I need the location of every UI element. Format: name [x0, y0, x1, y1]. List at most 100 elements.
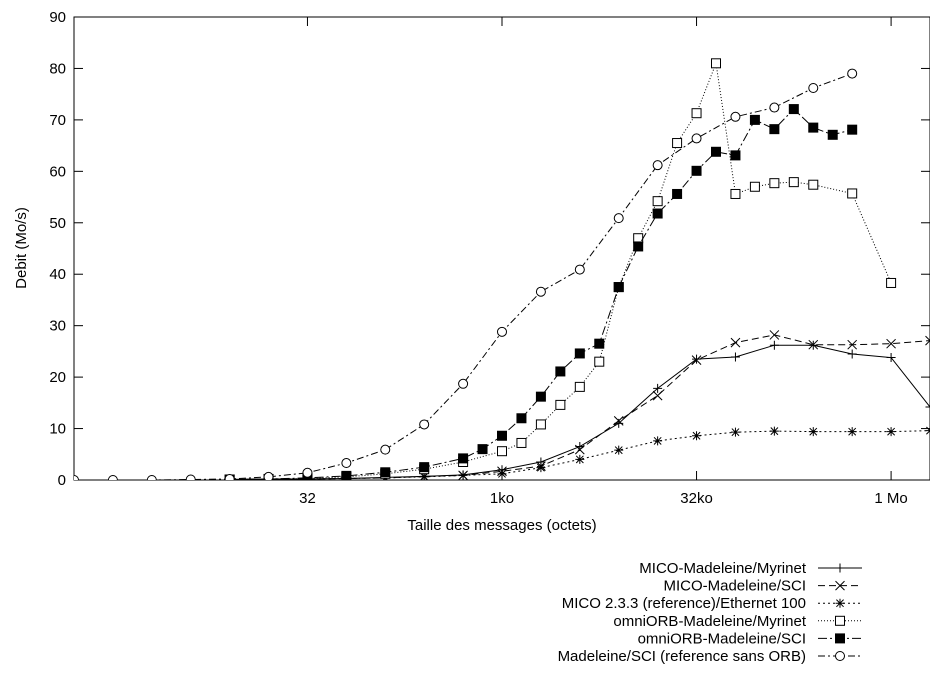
y-tick-label: 20: [49, 369, 66, 386]
y-axis: 0 10 20 30 40 50 60 70 80 90: [49, 9, 930, 489]
data-point: [692, 431, 702, 441]
data-point: [711, 146, 722, 157]
data-point: [788, 104, 799, 115]
data-point: [835, 580, 845, 591]
data-point: [925, 335, 930, 346]
data-point: [730, 111, 741, 122]
data-point: [146, 475, 157, 480]
legend-item: MICO 2.3.3 (reference)/Ethernet 100: [562, 595, 862, 612]
y-axis-label: Debit (Mo/s): [13, 207, 30, 289]
data-point: [574, 348, 585, 359]
data-point: [691, 355, 702, 365]
data-point: [769, 124, 780, 135]
data-point: [769, 102, 780, 113]
y-tick-label: 50: [49, 215, 66, 232]
legend-item: Madeleine/SCI (reference sans ORB): [558, 648, 862, 665]
data-point: [847, 339, 858, 350]
x-tick-label: 1ko: [490, 490, 514, 507]
legend-label: omniORB-Madeleine/SCI: [638, 630, 806, 647]
series-1: [225, 340, 930, 480]
data-point: [730, 150, 741, 161]
data-point: [691, 108, 702, 119]
data-point: [535, 419, 546, 430]
data-point: [769, 340, 779, 350]
series-6: [74, 68, 858, 480]
y-tick-label: 70: [49, 112, 66, 129]
data-point: [536, 463, 546, 473]
y-tick-label: 30: [49, 318, 66, 335]
data-point: [808, 427, 818, 437]
data-point: [653, 383, 663, 393]
series-4: [224, 58, 897, 480]
data-point: [380, 467, 391, 478]
data-point: [594, 338, 605, 349]
data-point: [613, 282, 624, 293]
legend-item: MICO-Madeleine/Myrinet: [639, 560, 862, 577]
data-point: [769, 330, 780, 340]
data-point: [380, 444, 391, 455]
data-point: [827, 129, 838, 140]
data-point: [886, 338, 896, 349]
series-line: [74, 73, 853, 480]
y-tick-label: 0: [58, 472, 66, 489]
data-point: [730, 427, 740, 437]
legend-label: MICO 2.3.3 (reference)/Ethernet 100: [562, 595, 806, 612]
data-point: [574, 444, 585, 455]
data-point: [613, 213, 624, 224]
data-point: [652, 390, 663, 401]
data-point: [749, 181, 760, 192]
y-tick-label: 60: [49, 163, 66, 180]
series-layer: [74, 58, 930, 480]
x-axis: 32 1ko 32ko 1 Mo: [299, 17, 908, 507]
data-point: [594, 356, 605, 367]
data-point: [835, 633, 845, 644]
legend-label: omniORB-Madeleine/Myrinet: [613, 613, 806, 630]
data-point: [847, 124, 858, 135]
y-tick-label: 90: [49, 9, 66, 26]
legend-label: MICO-Madeleine/Myrinet: [639, 560, 807, 577]
data-point: [633, 233, 644, 244]
legend-label: MICO-Madeleine/SCI: [663, 578, 806, 595]
data-point: [633, 241, 644, 252]
data-point: [835, 563, 845, 573]
legend-label: Madeleine/SCI (reference sans ORB): [558, 648, 806, 665]
data-point: [652, 196, 663, 207]
data-point: [672, 138, 683, 149]
data-point: [497, 326, 507, 337]
data-point: [847, 349, 857, 359]
data-point: [749, 114, 760, 125]
data-point: [769, 426, 779, 436]
data-point: [835, 651, 845, 661]
data-point: [886, 427, 896, 437]
data-point: [847, 188, 858, 199]
data-point: [769, 178, 780, 189]
data-point: [847, 68, 858, 79]
data-point: [808, 82, 819, 93]
data-point: [730, 188, 741, 199]
data-point: [886, 277, 897, 288]
data-point: [847, 427, 857, 437]
data-point: [691, 133, 702, 144]
data-point: [711, 58, 722, 69]
series-line: [229, 61, 892, 480]
data-point: [788, 177, 799, 188]
data-point: [925, 402, 930, 412]
data-point: [808, 179, 819, 190]
data-point: [691, 165, 702, 176]
x-tick-label: 1 Mo: [874, 490, 907, 507]
data-point: [672, 188, 683, 199]
data-point: [107, 475, 118, 480]
legend-item: omniORB-Madeleine/Myrinet: [613, 613, 862, 630]
data-point: [613, 415, 624, 426]
data-point: [575, 454, 585, 464]
data-point: [730, 337, 741, 348]
legend-item: omniORB-Madeleine/SCI: [638, 630, 862, 647]
data-point: [886, 353, 896, 363]
data-point: [516, 413, 527, 424]
data-point: [574, 264, 585, 275]
y-tick-label: 10: [49, 421, 66, 438]
data-point: [555, 366, 566, 377]
data-point: [614, 445, 624, 455]
series-line: [268, 430, 930, 480]
